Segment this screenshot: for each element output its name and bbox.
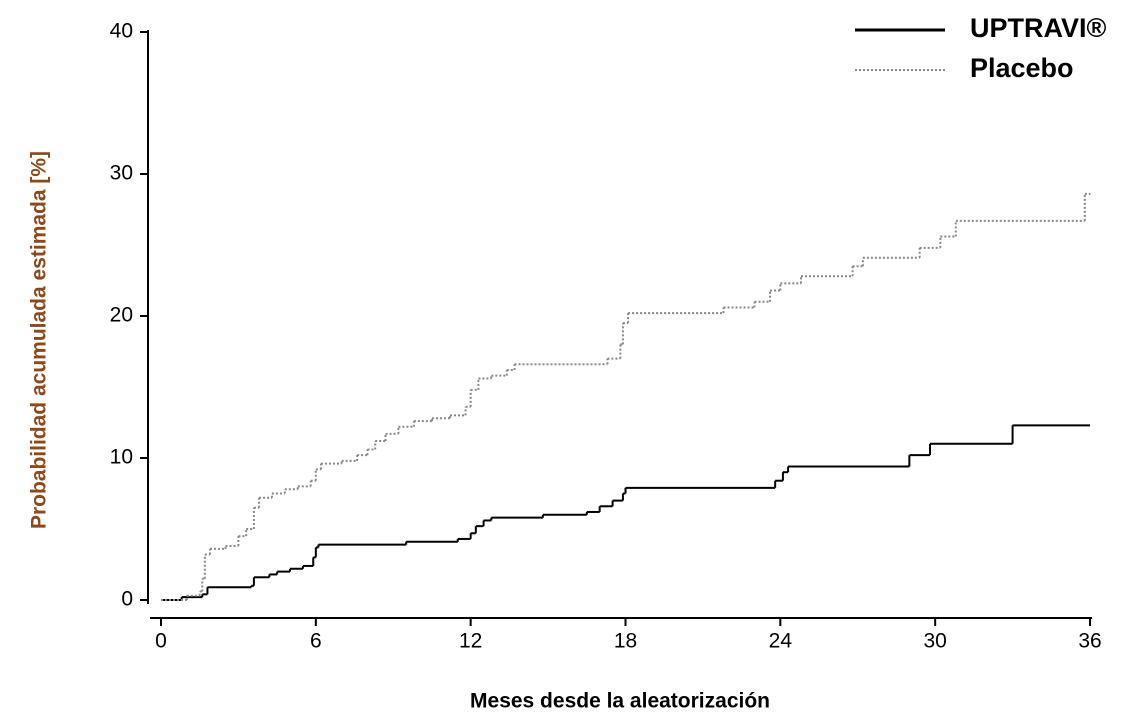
y-tick-label: 20 [110, 304, 133, 327]
x-tick-label: 30 [923, 630, 946, 653]
x-tick-label: 18 [614, 630, 637, 653]
y-tick-label: 30 [110, 162, 133, 185]
y-tick-label: 40 [110, 20, 133, 43]
x-tick-label: 24 [769, 630, 793, 653]
x-tick-label: 6 [310, 630, 322, 653]
y-tick-label: 10 [110, 446, 133, 469]
x-tick-label: 36 [1078, 630, 1101, 653]
x-axis-label: Meses desde la aleatorización [470, 690, 770, 713]
legend-label: UPTRAVI® [970, 13, 1107, 43]
x-tick-label: 0 [155, 630, 167, 653]
y-tick-label: 0 [121, 588, 133, 611]
legend-label: Placebo [970, 53, 1074, 83]
x-tick-label: 12 [459, 630, 482, 653]
y-axis-label: Probabilidad acumulada estimada [%] [28, 151, 51, 529]
